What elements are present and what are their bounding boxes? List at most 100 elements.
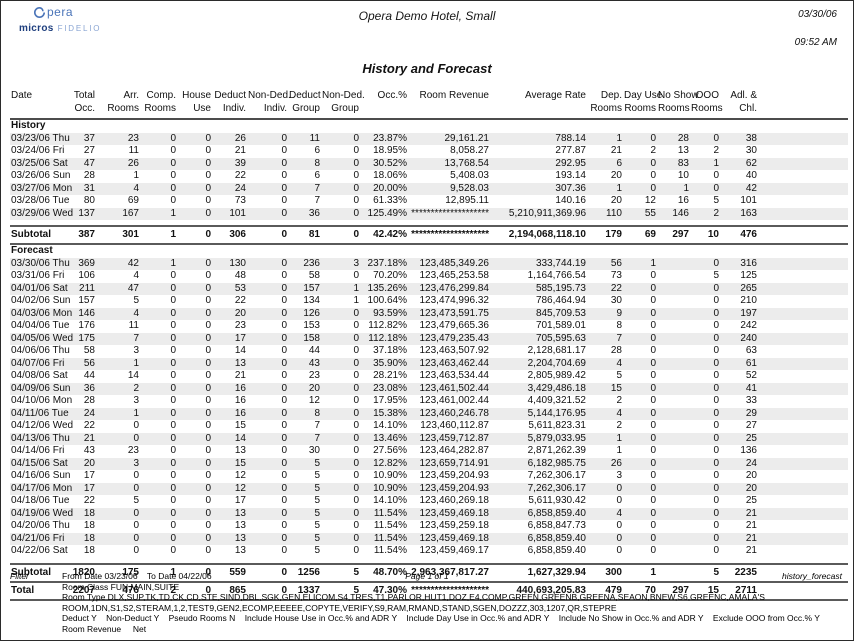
cell-deduct_indiv: 13 <box>213 532 248 545</box>
cell-deduct_indiv: 26 <box>213 132 248 145</box>
cell-room_revenue: 12,895.11 <box>445 195 489 206</box>
cell-house_use: 0 <box>205 495 211 506</box>
total-row: Total 2207 476 2 0 865 0 1337 5 47.30% ***********… <box>10 581 848 601</box>
cell-comp_rooms: 0 <box>170 145 176 156</box>
spacer-cell <box>759 295 848 308</box>
table-row: 04/03/06 Mon 146 4 0 0 20 0 126 0 93.59% 123,473,5… <box>10 307 848 320</box>
cell-day_use_rooms: 1 <box>624 257 658 270</box>
cell-arr_rooms: 11 <box>128 320 139 331</box>
cell-ooo_rooms: 15 <box>691 581 721 601</box>
cell-comp_rooms: 0 <box>141 532 178 545</box>
table-row: 04/16/06 Sun 17 0 0 0 12 0 5 0 10.90% 123,459,204.… <box>10 470 848 483</box>
cell-ooo_rooms: 0 <box>691 482 721 495</box>
room-class-line: Room Class FUN,MAIN,SUITE <box>62 581 180 592</box>
table-row: 04/02/06 Sun 157 5 0 0 22 0 134 1 100.64% 123,474,… <box>10 295 848 308</box>
column-header-non_ded_indiv: Non-Ded. Indiv. <box>248 90 291 120</box>
cell-non_ded_group: 1 <box>353 295 359 306</box>
cell-non_ded_group: 0 <box>353 320 359 331</box>
cell-non_ded_indiv: 0 <box>248 507 289 520</box>
cell-adl_chl: 316 <box>721 257 759 270</box>
cell-occ_pct: 112.18% <box>361 332 409 345</box>
cell-non_ded_indiv: 0 <box>281 470 287 481</box>
cell-dep_rooms: 15 <box>588 382 624 395</box>
spacer-cell <box>759 145 848 158</box>
cell-date: 04/06/06 Thu <box>11 345 70 356</box>
cell-day_use_rooms: 55 <box>624 207 658 220</box>
cell-ooo_rooms: 0 <box>691 407 721 420</box>
cell-day_use_rooms: 0 <box>650 170 656 181</box>
cell-comp_rooms: 0 <box>141 357 178 370</box>
cell-deduct_indiv: 101 <box>213 207 248 220</box>
cell-dep_rooms: 0 <box>616 495 622 506</box>
cell-no_show_rooms <box>658 332 691 345</box>
cell-room_revenue: ******************** <box>409 581 491 601</box>
cell-adl_chl: 30 <box>745 145 757 156</box>
cell-comp_rooms: 0 <box>170 295 176 306</box>
table-row: 04/11/06 Tue 24 1 0 0 16 0 8 0 15.38% 123,460,246.… <box>10 407 848 420</box>
cell-house_use: 0 <box>205 395 211 406</box>
cell-total_occ: 80 <box>83 195 95 206</box>
cell-house_use: 0 <box>205 170 211 181</box>
cell-total_occ: 211 <box>67 282 97 295</box>
cell-date: Subtotal <box>10 562 67 583</box>
cell-house_use: 0 <box>205 520 211 531</box>
table-row: 03/24/06 Fri 27 11 0 0 21 0 6 0 18.95% 8,058.27 277… <box>10 145 848 158</box>
cell-non_ded_indiv: 0 <box>248 432 289 445</box>
cell-total_occ: 24 <box>67 407 97 420</box>
spacer-cell <box>759 332 848 345</box>
cell-comp_rooms: 0 <box>141 457 178 470</box>
cell-non_ded_indiv: 0 <box>248 357 289 370</box>
spacer-cell <box>759 182 848 195</box>
cell-non_ded_indiv: 0 <box>281 170 287 181</box>
cell-deduct_indiv: 13 <box>234 520 246 531</box>
cell-room_revenue: 123,474,996.32 <box>419 295 489 306</box>
cell-non_ded_group: 0 <box>353 370 359 381</box>
cell-dep_rooms: 179 <box>588 225 624 245</box>
cell-house_use: 0 <box>205 420 211 431</box>
cell-occ_pct: 112.82% <box>368 320 407 331</box>
cell-dep_rooms: 1 <box>588 182 624 195</box>
cell-no_show_rooms <box>658 370 691 383</box>
cell-no_show_rooms: 297 <box>658 225 691 245</box>
table-row: 04/08/06 Sat 44 14 0 0 21 0 23 0 28.21% 123,463,53… <box>10 370 848 383</box>
cell-deduct_group: 20 <box>289 382 322 395</box>
cell-occ_pct: 100.64% <box>367 295 407 306</box>
cell-occ_pct: 12.82% <box>361 457 409 470</box>
cell-occ_pct: 70.20% <box>373 270 407 281</box>
cell-dep_rooms: 4 <box>588 507 624 520</box>
spacer-cell <box>759 357 848 370</box>
table-row: 04/09/06 Sun 36 2 0 0 16 0 20 0 23.08% 123,461,502… <box>10 382 848 395</box>
cell-non_ded_group: 0 <box>353 270 359 281</box>
report-title: History and Forecast <box>362 61 492 76</box>
cell-occ_pct: 17.95% <box>373 395 407 406</box>
cell-non_ded_indiv: 0 <box>248 482 289 495</box>
cell-arr_rooms: 42 <box>97 257 141 270</box>
cell-date: 04/10/06 Mon <box>11 395 73 406</box>
cell-deduct_group: 23 <box>308 370 320 381</box>
cell-arr_rooms: 5 <box>133 495 139 506</box>
cell-average_rate: 440,693,205.83 <box>491 581 588 601</box>
cell-average_rate: 307.36 <box>491 182 588 195</box>
cell-house_use: 0 <box>178 482 213 495</box>
cell-dep_rooms: 30 <box>610 295 622 306</box>
micros-logo-text: micros <box>19 23 54 34</box>
column-header-dep_rooms: Dep. Rooms <box>588 90 624 120</box>
cell-non_ded_indiv: 0 <box>248 182 289 195</box>
cell-deduct_indiv: 16 <box>213 382 248 395</box>
cell-day_use_rooms: 0 <box>624 457 658 470</box>
cell-occ_pct: 11.54% <box>361 507 409 520</box>
cell-day_use_rooms: 0 <box>650 495 656 506</box>
spacer-cell <box>759 257 848 270</box>
cell-total_occ: 56 <box>67 357 97 370</box>
cell-deduct_group: 43 <box>289 357 322 370</box>
cell-comp_rooms: 0 <box>141 332 178 345</box>
cell-adl_chl: 62 <box>721 157 759 170</box>
cell-total_occ: 36 <box>67 382 97 395</box>
column-header-house_use: House Use <box>178 90 213 120</box>
cell-date: 03/24/06 Fri <box>11 145 65 156</box>
opera-swirl-icon <box>33 6 46 19</box>
cell-deduct_group: 158 <box>289 332 322 345</box>
cell-arr_rooms: 5 <box>133 295 139 306</box>
cell-room_revenue: 29,161.21 <box>409 132 491 145</box>
cell-ooo_rooms: 0 <box>691 282 721 295</box>
